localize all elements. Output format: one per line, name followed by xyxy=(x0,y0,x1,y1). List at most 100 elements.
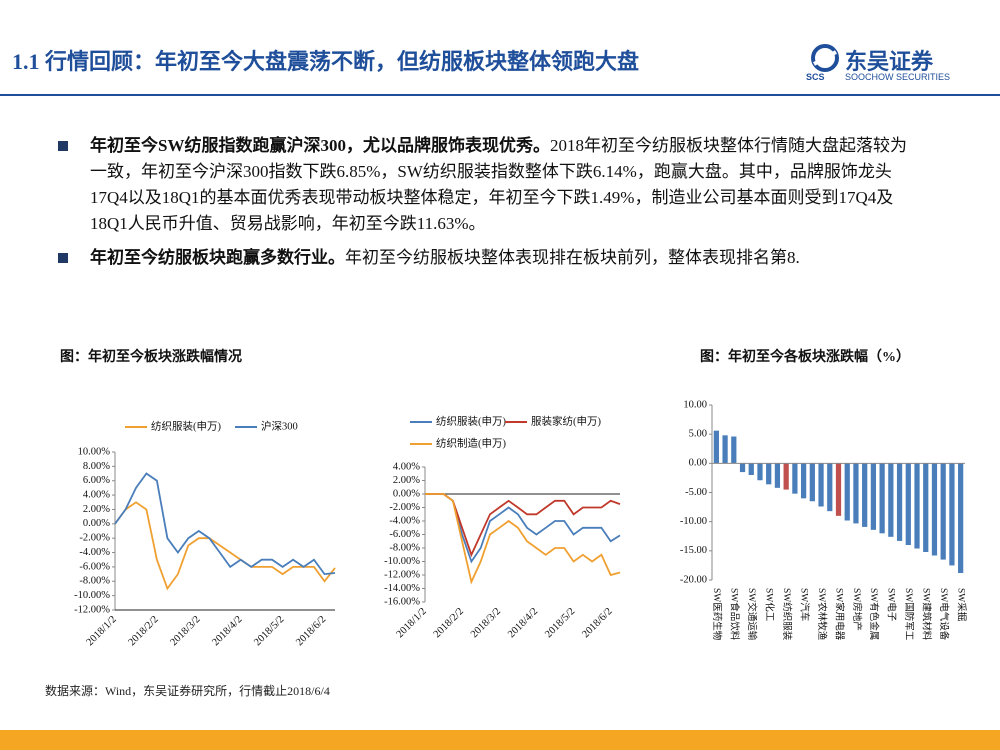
x-tick-label: SW医药生物 xyxy=(711,588,723,641)
y-tick-label: 8.00% xyxy=(83,461,110,472)
y-tick-label: -10.00% xyxy=(74,590,110,601)
bar xyxy=(862,463,868,527)
bullet: 年初至今纺服板块跑赢多数行业。年初至今纺服板块整体表现排在板块前列，整体表现排名… xyxy=(90,245,920,271)
y-tick-label: 4.00% xyxy=(393,461,420,472)
x-tick-label: 2018/3/2 xyxy=(469,606,503,640)
slide-title: 1.1 行情回顾：年初至今大盘震荡不断，但纺服板块整体领跑大盘 xyxy=(12,49,640,74)
bar xyxy=(844,463,850,521)
bar xyxy=(731,436,737,464)
x-tick-label: 2018/6/2 xyxy=(294,614,328,648)
bullet: 年初至今SW纺服指数跑赢沪深300，尤以品牌服饰表现优秀。2018年初至今纺服板… xyxy=(90,133,920,237)
bar xyxy=(800,463,807,499)
bar xyxy=(774,463,781,488)
y-tick-label: 4.00% xyxy=(83,489,110,500)
y-tick-label: -6.00% xyxy=(389,529,420,540)
header-rule xyxy=(0,94,1000,96)
series-line xyxy=(425,493,621,585)
y-tick-label: 2.00% xyxy=(393,475,420,486)
legend-label: 纺织服装(申万) xyxy=(151,419,221,432)
y-tick-label: -2.00% xyxy=(389,502,420,513)
x-tick-label: SW食品饮料 xyxy=(729,588,741,641)
x-tick-label: 2018/2/2 xyxy=(127,614,161,648)
bar xyxy=(949,463,955,566)
x-tick-label: SW电气设备 xyxy=(938,588,950,641)
x-tick-label: SW纺织服装 xyxy=(781,588,793,641)
y-tick-label: 10.00 xyxy=(683,399,707,410)
x-tick-label: SW化工 xyxy=(764,588,776,622)
y-tick-label: -5.00 xyxy=(685,487,707,498)
y-tick-label: -16.00% xyxy=(384,596,420,607)
bar xyxy=(940,463,946,560)
logo-text: 东吴证券 xyxy=(845,50,934,75)
bullet-text: 2018年初至今纺服板块整体行情随大盘起落较为一致，年初至今沪深300指数下跌6… xyxy=(90,136,907,233)
y-tick-label: 0.00% xyxy=(83,518,110,529)
y-tick-label: 2.00% xyxy=(83,504,110,515)
y-tick-label: -12.00% xyxy=(384,569,420,580)
y-tick-label: -6.00% xyxy=(79,561,110,572)
x-tick-label: 2018/2/2 xyxy=(432,606,466,640)
bar xyxy=(757,463,763,481)
x-tick-label: SW农林牧渔 xyxy=(816,588,828,641)
series-line xyxy=(425,493,621,558)
bar xyxy=(739,463,746,473)
bar xyxy=(958,463,964,573)
x-tick-label: 2018/3/2 xyxy=(168,614,202,648)
x-tick-label: SW电子 xyxy=(886,588,898,622)
x-tick-label: SW家用电器 xyxy=(833,588,845,641)
y-tick-label: -10.00% xyxy=(384,556,420,567)
bar xyxy=(923,463,929,552)
bar xyxy=(835,463,842,516)
y-tick-label: 0.00 xyxy=(689,458,707,469)
y-tick-label: -4.00% xyxy=(79,547,110,558)
bar xyxy=(896,463,903,541)
x-tick-label: SW汽车 xyxy=(798,588,810,621)
x-tick-label: 2018/4/2 xyxy=(210,614,244,648)
bar xyxy=(931,463,938,556)
x-tick-label: SW采掘 xyxy=(955,588,967,621)
legend-label: 服装家纺(申万) xyxy=(531,414,601,427)
bar xyxy=(809,463,815,502)
x-tick-label: 2018/1/2 xyxy=(395,606,429,640)
chart-caption: 图：年初至今板块涨跌幅情况 xyxy=(60,350,242,365)
y-tick-label: -8.00% xyxy=(79,576,110,587)
y-tick-label: 6.00% xyxy=(83,475,110,486)
logo-subtext: SOOCHOW SECURITIES xyxy=(845,72,951,82)
series-line xyxy=(114,472,336,576)
logo-mark: SCS xyxy=(806,72,825,82)
y-tick-label: 10.00% xyxy=(78,446,111,457)
x-tick-label: 2018/5/2 xyxy=(543,606,577,640)
bullet-text: 年初至今纺服板块整体表现排在板块前列，整体表现排名第8. xyxy=(345,248,800,267)
bullet-marker xyxy=(58,141,68,151)
bar xyxy=(870,463,877,530)
x-tick-label: SW国防军工 xyxy=(903,588,915,641)
x-tick-label: SW交通运输 xyxy=(746,588,758,641)
source-note: 数据来源：Wind，东吴证券研究所，行情截止2018/6/4 xyxy=(45,684,330,698)
x-tick-label: 2018/6/2 xyxy=(580,606,614,640)
logo-icon xyxy=(811,44,839,72)
legend-label: 纺织制造(申万) xyxy=(436,436,506,449)
footer-bar xyxy=(0,730,1000,750)
bar xyxy=(783,463,789,490)
x-tick-label: 2018/5/2 xyxy=(252,614,286,648)
x-tick-label: 2018/1/2 xyxy=(85,614,119,648)
bar xyxy=(853,463,859,524)
y-tick-label: -12.00% xyxy=(74,604,110,615)
legend-label: 纺织服装(申万) xyxy=(436,414,506,427)
bar xyxy=(888,463,894,537)
bar xyxy=(905,463,911,545)
y-tick-label: -15.00 xyxy=(680,545,707,556)
bar xyxy=(818,463,824,507)
chart-caption: 图：年初至今各板块涨跌幅（%） xyxy=(700,350,910,365)
y-tick-label: -4.00% xyxy=(389,515,420,526)
bullet-bold: 年初至今纺服板块跑赢多数行业。 xyxy=(90,248,345,267)
y-tick-label: -14.00% xyxy=(384,583,420,594)
bullet-bold: 年初至今SW纺服指数跑赢沪深300，尤以品牌服饰表现优秀。 xyxy=(90,136,550,155)
y-tick-label: -10.00 xyxy=(680,516,707,527)
y-tick-label: -2.00% xyxy=(79,533,110,544)
y-tick-label: 5.00 xyxy=(689,429,707,440)
y-tick-label: 0.00% xyxy=(393,488,420,499)
x-tick-label: SW有色金属 xyxy=(868,588,880,640)
x-tick-label: SW建筑材料 xyxy=(921,588,933,641)
